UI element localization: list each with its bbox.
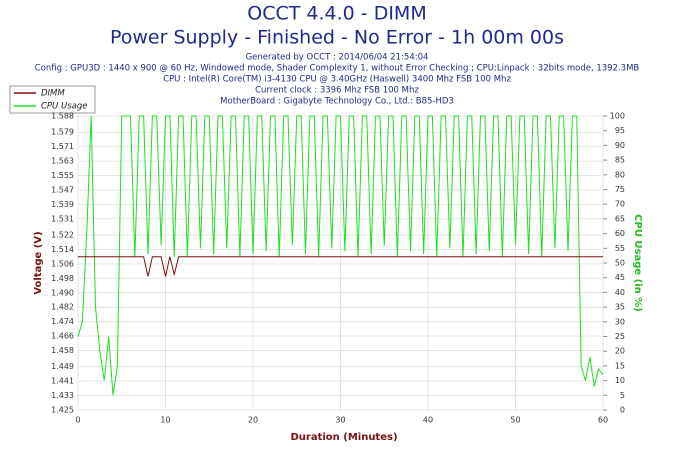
y2-tick-label: 15 [615, 361, 625, 370]
x-tick-label: 10 [160, 416, 170, 425]
y2-axis-label: CPU Usage (in %) [632, 214, 643, 312]
info-line: Current clock : 3396 Mhz FSB 100 Mhz [255, 86, 419, 96]
y-tick-label: 1.441 [51, 377, 74, 386]
y2-tick-label: 0 [620, 406, 625, 415]
y2-tick-label: 25 [615, 332, 625, 341]
y-tick-label: 1.474 [51, 317, 74, 326]
y-tick-label: 1.588 [51, 112, 74, 121]
y2-tick-label: 50 [615, 259, 625, 268]
x-tick-label: 60 [598, 416, 608, 425]
chart-title: OCCT 4.4.0 - DIMM [247, 3, 426, 25]
legend-label: CPU Usage [41, 102, 87, 112]
y2-tick-label: 40 [615, 288, 625, 297]
y-tick-label: 1.555 [51, 171, 74, 180]
y-tick-label: 1.490 [51, 288, 74, 297]
y-tick-label: 1.425 [51, 406, 74, 415]
y2-tick-label: 100 [610, 112, 625, 121]
y-tick-label: 1.579 [51, 128, 74, 137]
y2-tick-label: 45 [615, 273, 625, 282]
y2-tick-label: 60 [615, 229, 625, 238]
info-line: MotherBoard : Gigabyte Technology Co., L… [220, 97, 454, 107]
x-tick-label: 50 [510, 416, 520, 425]
y2-tick-label: 55 [615, 244, 625, 253]
y2-tick-label: 90 [615, 141, 625, 150]
legend [9, 85, 96, 114]
info-line: CPU : Intel(R) Core(TM) i3-4130 CPU @ 3.… [163, 75, 511, 85]
y-tick-label: 1.498 [51, 274, 74, 283]
y-tick-label: 1.531 [51, 214, 74, 223]
y2-tick-label: 70 [615, 200, 625, 209]
x-tick-label: 40 [423, 416, 433, 425]
info-line: Generated by OCCT : 2014/06/04 21:54:04 [246, 53, 429, 63]
y-tick-label: 1.466 [51, 332, 74, 341]
y-axis-label: Voltage (V) [33, 231, 44, 294]
y2-tick-label: 30 [615, 317, 625, 326]
y-tick-label: 1.563 [51, 157, 74, 166]
y2-tick-label: 85 [615, 156, 625, 165]
series-line [77, 115, 604, 396]
y2-tick-label: 80 [615, 170, 625, 179]
legend-label: DIMM [41, 89, 65, 99]
y-tick-label: 1.433 [51, 391, 74, 400]
y2-tick-label: 35 [615, 303, 625, 312]
y-tick-label: 1.539 [51, 200, 74, 209]
x-tick-label: 30 [335, 416, 345, 425]
y2-tick-label: 20 [615, 347, 625, 356]
y-tick-label: 1.506 [51, 259, 74, 268]
y2-tick-label: 65 [615, 214, 625, 223]
x-tick-label: 0 [75, 416, 80, 425]
y-tick-label: 1.571 [51, 142, 74, 151]
y-tick-label: 1.458 [51, 346, 74, 355]
x-tick-label: 20 [248, 416, 258, 425]
y-tick-label: 1.482 [51, 303, 74, 312]
y-tick-label: 1.547 [51, 185, 74, 194]
x-axis-label: Duration (Minutes) [290, 432, 397, 443]
y-tick-label: 1.449 [51, 362, 74, 371]
chart-subtitle: Power Supply - Finished - No Error - 1h … [110, 27, 564, 49]
info-line: Config : GPU3D : 1440 x 900 @ 60 Hz, Win… [35, 64, 640, 74]
y-tick-label: 1.514 [51, 245, 74, 254]
y2-tick-label: 95 [615, 126, 625, 135]
y-tick-label: 1.522 [51, 231, 74, 240]
y2-tick-label: 10 [615, 376, 625, 385]
y2-tick-label: 5 [620, 391, 625, 400]
series-line [78, 256, 603, 277]
y2-tick-label: 75 [615, 185, 625, 194]
